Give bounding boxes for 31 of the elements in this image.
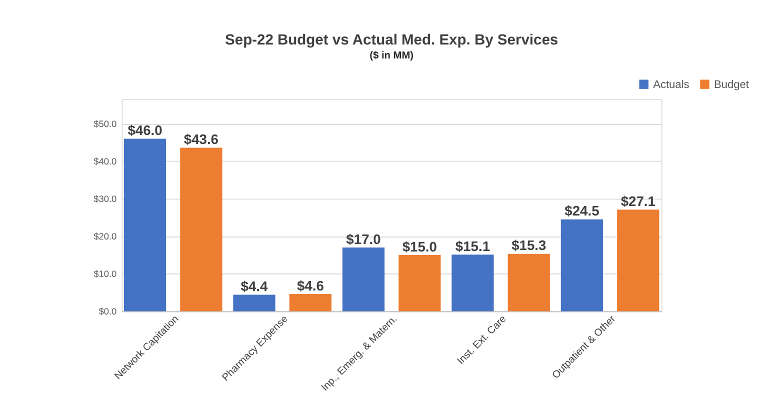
data-label: $43.6 bbox=[184, 131, 219, 148]
bar bbox=[342, 248, 385, 312]
bar bbox=[508, 254, 550, 312]
data-label: $15.1 bbox=[455, 238, 490, 254]
y-tick-label: $40.0 bbox=[94, 156, 117, 167]
chart-title: Sep-22 Budget vs Actual Med. Exp. By Services bbox=[225, 32, 558, 49]
chart-subtitle: ($ in MM) bbox=[370, 50, 414, 62]
bar bbox=[124, 138, 166, 312]
x-tick-label: Inst. Ext. Care bbox=[456, 314, 510, 367]
data-label: $15.3 bbox=[512, 237, 546, 254]
bar bbox=[617, 210, 660, 312]
data-label: $15.0 bbox=[402, 238, 438, 254]
bar bbox=[180, 148, 222, 312]
data-label: $4.4 bbox=[240, 278, 268, 294]
y-tick-label: $0.0 bbox=[98, 306, 117, 316]
bar bbox=[289, 294, 332, 312]
y-tick-label: $20.0 bbox=[94, 231, 117, 242]
bar bbox=[398, 255, 441, 312]
y-tick-label: $50.0 bbox=[94, 119, 117, 130]
bar bbox=[233, 294, 276, 312]
legend-label: Actuals bbox=[653, 79, 690, 92]
data-label: $4.6 bbox=[296, 277, 324, 294]
data-label: $17.0 bbox=[346, 230, 382, 247]
bar bbox=[560, 219, 604, 312]
data-label: $46.0 bbox=[128, 122, 163, 138]
y-tick-label: $10.0 bbox=[94, 268, 117, 279]
y-tick-label: $30.0 bbox=[94, 194, 117, 204]
legend-label: Budget bbox=[714, 79, 749, 92]
data-label: $24.5 bbox=[564, 202, 600, 219]
bar bbox=[452, 254, 494, 312]
data-label: $27.1 bbox=[620, 192, 656, 209]
